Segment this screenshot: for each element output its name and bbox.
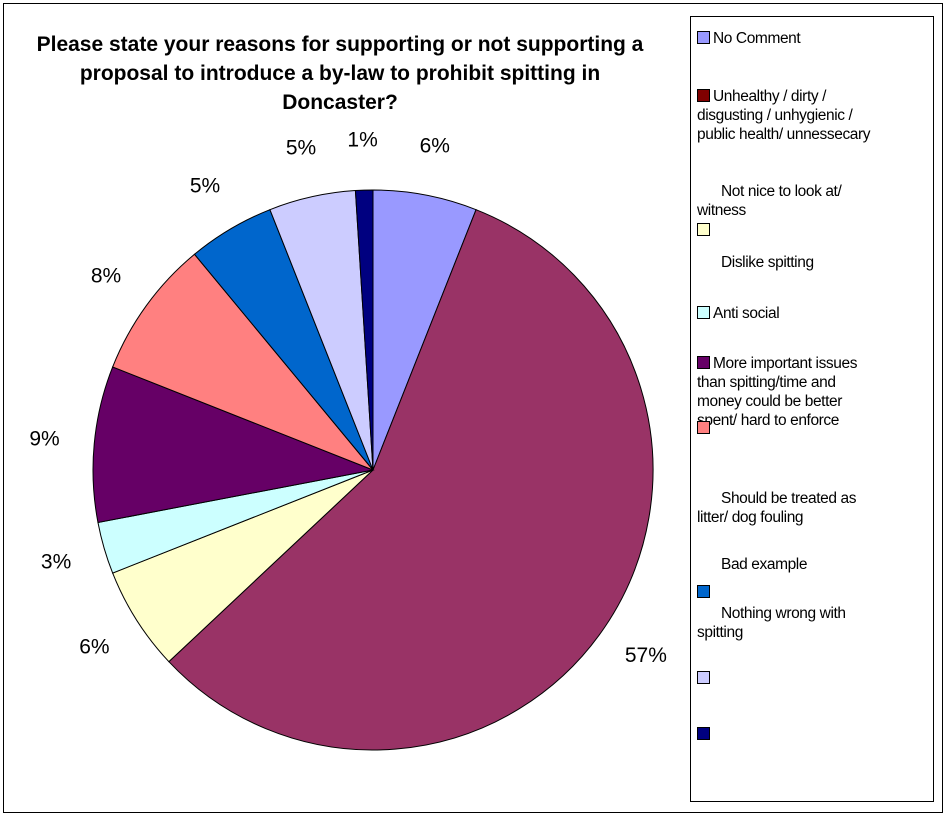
pie-chart: 6% 57% 6% 3% 9% 8% 5% 5% 1% xyxy=(29,129,667,751)
legend-item-nothing-wrong: Nothing wrong with spitting xyxy=(697,604,931,642)
legend-label: Nothing wrong with xyxy=(721,605,846,622)
legend-label: No Comment xyxy=(713,30,801,47)
legend-label: disgusting / unhygienic / xyxy=(697,107,853,124)
legend-label: Not nice to look at/ xyxy=(721,183,842,200)
legend-label: spitting xyxy=(697,624,743,641)
pie-slice-4 xyxy=(92,366,375,524)
chart-title: Please state your reasons for supporting… xyxy=(36,33,644,114)
legend-swatch xyxy=(697,89,710,102)
legend-swatch xyxy=(697,356,710,369)
legend: No Comment Unhealthy / dirty / disgustin… xyxy=(690,16,934,802)
pie-slice-1 xyxy=(168,209,654,751)
legend-label: witness xyxy=(697,202,746,219)
slice-label-0: 6% xyxy=(420,134,450,157)
legend-item-no-comment: No Comment xyxy=(697,29,931,48)
legend-swatch xyxy=(697,223,710,236)
slice-label-5: 8% xyxy=(91,265,121,288)
slice-label-1: 57% xyxy=(625,644,667,667)
legend-swatch xyxy=(697,421,710,434)
legend-label: than spitting/time and xyxy=(697,374,836,391)
legend-item-not-nice: Not nice to look at/ witness xyxy=(697,182,931,220)
legend-label: litter/ dog fouling xyxy=(697,509,804,526)
chart-frame xyxy=(3,3,943,813)
legend-label: Unhealthy / dirty / xyxy=(713,88,827,105)
pie-slice-5 xyxy=(112,253,374,471)
slice-label-3: 3% xyxy=(41,551,71,574)
legend-label: Should be treated as xyxy=(721,490,857,507)
legend-swatch xyxy=(697,31,710,44)
legend-label: More important issues xyxy=(713,355,858,372)
legend-label: Bad example xyxy=(721,556,808,573)
legend-label: money could be better xyxy=(697,393,842,410)
slice-label-2: 6% xyxy=(79,635,109,658)
legend-swatch xyxy=(697,585,710,598)
legend-item-bad-example: Bad example xyxy=(697,555,931,574)
pie-slice-8 xyxy=(354,189,374,471)
slice-label-4: 9% xyxy=(29,427,59,450)
legend-label: public health/ unnessecary xyxy=(697,126,871,143)
legend-item-litter: Should be treated as litter/ dog fouling xyxy=(697,489,931,527)
legend-item-dislike: Dislike spitting xyxy=(697,253,931,272)
legend-label: Anti social xyxy=(713,305,780,322)
legend-item-anti-social: Anti social xyxy=(697,304,931,323)
slice-label-8: 1% xyxy=(347,129,377,152)
legend-swatch xyxy=(697,306,710,319)
legend-swatch xyxy=(697,727,710,740)
slice-label-7: 5% xyxy=(286,136,316,159)
legend-label: Dislike spitting xyxy=(721,254,814,271)
legend-item-unhealthy: Unhealthy / dirty / disgusting / unhygie… xyxy=(697,87,931,144)
legend-label: spent/ hard to enforce xyxy=(697,412,839,429)
legend-item-more-important: More important issues than spitting/time… xyxy=(697,354,931,430)
slice-label-6: 5% xyxy=(190,175,220,198)
legend-swatch xyxy=(697,671,710,684)
